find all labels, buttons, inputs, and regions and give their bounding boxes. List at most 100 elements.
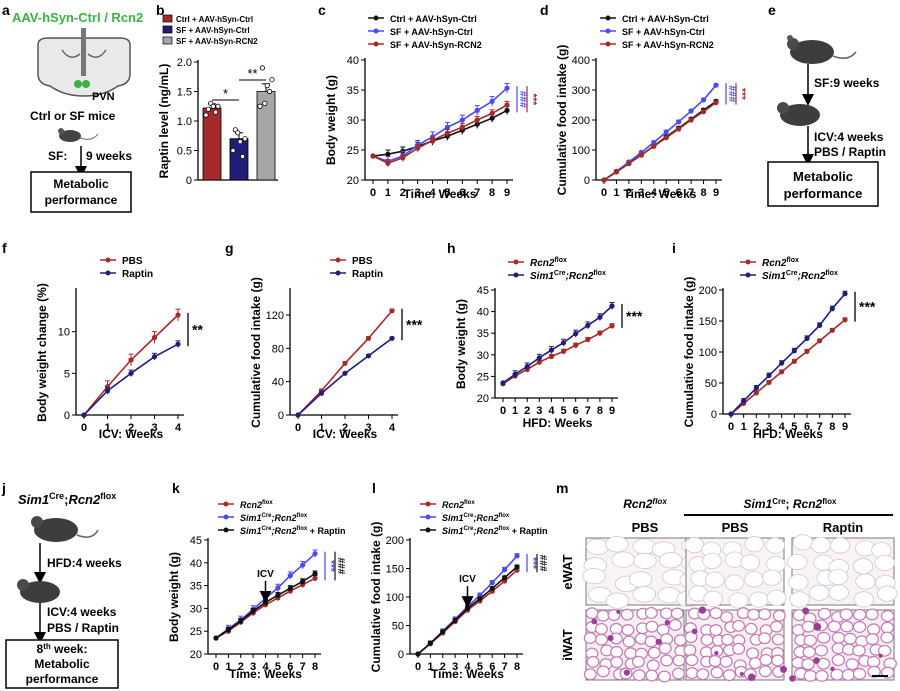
y-axis-label: Body weight (g) <box>167 552 181 642</box>
panel-letter-j: j <box>1 480 6 496</box>
significance-label: *** <box>406 317 423 333</box>
data-point <box>389 335 395 341</box>
panel-letter-f: f <box>2 240 7 256</box>
y-tick-label: 35 <box>347 85 359 97</box>
legend-label: Rcn2flox <box>240 500 273 510</box>
legend-suffix: + Raptin <box>509 526 547 536</box>
mouse-icon <box>31 516 99 542</box>
y-tick-label: 10 <box>58 327 70 339</box>
sf-weeks: 9 weeks <box>86 149 132 163</box>
legend-sup: flox <box>297 526 308 532</box>
data-point <box>262 100 268 106</box>
x-tick-label: 4 <box>429 187 436 199</box>
y-tick-label: 1.5 <box>177 87 192 99</box>
data-point <box>287 572 293 579</box>
m-col1: PBS <box>632 520 659 535</box>
j-step2a: ICV:4 weeks <box>47 605 117 619</box>
data-point <box>817 338 823 344</box>
legend-marker <box>605 15 611 21</box>
y-tick-label: 35 <box>477 328 489 340</box>
data-point <box>791 348 797 354</box>
data-point <box>560 340 567 346</box>
bar <box>202 107 222 181</box>
data-point <box>440 629 446 635</box>
adipocyte <box>583 632 597 644</box>
panel-letter-e: e <box>768 2 776 18</box>
x-tick-label: 8 <box>489 187 495 199</box>
data-point <box>548 353 555 360</box>
legend-gene: ;Rcn2 <box>272 526 297 536</box>
data-point <box>242 136 248 142</box>
histology-image <box>583 606 688 683</box>
stain-spot <box>691 628 698 635</box>
m-col2: PBS <box>722 520 749 535</box>
y-tick-label: 30 <box>347 115 359 127</box>
data-point <box>262 599 269 606</box>
data-point <box>779 369 785 375</box>
j-box-line3: performance <box>26 672 99 686</box>
data-point <box>264 83 270 89</box>
data-point <box>474 107 480 113</box>
x-tick-label: 4 <box>464 661 471 673</box>
data-point <box>638 152 644 158</box>
legend-sup: flox <box>593 270 606 277</box>
legend-sup: Cre <box>464 526 475 532</box>
data-point <box>489 110 495 116</box>
data-point <box>312 551 318 557</box>
legend-marker <box>335 270 341 276</box>
adipocyte <box>747 608 761 621</box>
legend-sup: Cre <box>262 526 273 532</box>
legend-gene: Rcn2 <box>530 258 555 269</box>
x-tick-label: 0 <box>213 661 219 673</box>
x-tick-label: 7 <box>688 187 694 199</box>
x-tick-label: 4 <box>262 661 269 673</box>
y-tick-label: 50 <box>705 378 717 390</box>
adipocyte <box>621 624 635 636</box>
data-point <box>287 585 293 591</box>
y-axis-label: Cumulative food intake (g) <box>555 45 569 196</box>
data-point <box>203 112 209 118</box>
legend-marker <box>425 501 431 507</box>
y-tick-label: 0 <box>186 175 192 187</box>
m-group1: Rcn2flox <box>623 497 667 511</box>
legend-gene: Sim1 <box>240 526 262 536</box>
j-box-line2: Metabolic <box>34 657 90 671</box>
adipocyte <box>684 631 698 644</box>
legend-marker <box>223 501 229 507</box>
y-axis-label: Cumulative food intake (g) <box>369 522 383 673</box>
data-point <box>663 135 669 141</box>
data-point <box>609 303 615 309</box>
data-point <box>151 354 158 360</box>
legend-sup: flox <box>297 513 308 519</box>
data-point <box>597 314 603 320</box>
data-point <box>779 360 785 366</box>
adipocyte <box>732 642 746 655</box>
y-tick-label: 20 <box>347 175 359 187</box>
icv-label: ICV <box>459 574 476 585</box>
stain-spot <box>655 638 662 646</box>
x-axis-label: Time: Weeks <box>404 187 477 201</box>
data-point <box>104 388 111 394</box>
adipocyte <box>724 574 745 591</box>
series-line <box>372 87 508 163</box>
adipocyte <box>827 568 849 586</box>
data-point <box>474 117 480 123</box>
data-point <box>741 398 747 404</box>
data-point <box>504 107 510 113</box>
data-point <box>548 347 555 353</box>
adipocyte <box>644 635 658 648</box>
legend-marker <box>373 15 379 21</box>
x-tick-label: 4 <box>548 405 555 417</box>
series-line <box>502 325 613 385</box>
adipocyte <box>803 634 817 647</box>
adipocyte <box>814 644 829 657</box>
significance-label: *** <box>736 88 747 100</box>
adipocyte <box>853 591 874 608</box>
legend-sup: Cre <box>262 513 273 519</box>
adipocyte <box>758 608 772 621</box>
adipocyte <box>866 655 881 668</box>
legend-marker <box>745 259 751 265</box>
legend-sup: flox <box>464 500 475 506</box>
panel-letter-g: g <box>225 240 234 256</box>
legend-label: Sim1Cre;Rcn2flox <box>762 270 838 282</box>
